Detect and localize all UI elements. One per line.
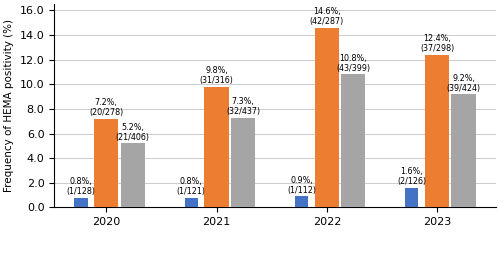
Bar — [341, 74, 365, 207]
Text: 5.2%,
(21/406): 5.2%, (21/406) — [116, 123, 150, 142]
Text: 1.6%,
(2/126): 1.6%, (2/126) — [397, 167, 426, 186]
Bar — [74, 198, 88, 207]
Y-axis label: Frequency of HEMA positivity (%): Frequency of HEMA positivity (%) — [4, 19, 14, 192]
Text: 7.2%,
(20/278): 7.2%, (20/278) — [89, 98, 124, 117]
Bar — [295, 196, 308, 207]
Bar — [94, 119, 118, 207]
Text: 7.3%,
(32/437): 7.3%, (32/437) — [226, 97, 260, 116]
Text: 9.8%,
(31/316): 9.8%, (31/316) — [200, 66, 234, 85]
Text: 0.8%,
(1/128): 0.8%, (1/128) — [66, 177, 96, 196]
Bar — [314, 28, 339, 207]
Text: 0.8%,
(1/121): 0.8%, (1/121) — [176, 177, 206, 196]
Bar — [425, 55, 450, 207]
Text: 12.4%,
(37/298): 12.4%, (37/298) — [420, 34, 454, 53]
Bar — [120, 143, 145, 207]
Text: 10.8%,
(43/399): 10.8%, (43/399) — [336, 54, 370, 73]
Bar — [204, 87, 229, 207]
Bar — [184, 198, 198, 207]
Bar — [231, 118, 255, 207]
Text: 9.2%,
(39/424): 9.2%, (39/424) — [446, 74, 480, 93]
Bar — [452, 94, 476, 207]
Text: 0.9%,
(1/112): 0.9%, (1/112) — [287, 176, 316, 195]
Bar — [405, 188, 418, 207]
Text: 14.6%,
(42/287): 14.6%, (42/287) — [310, 7, 344, 26]
